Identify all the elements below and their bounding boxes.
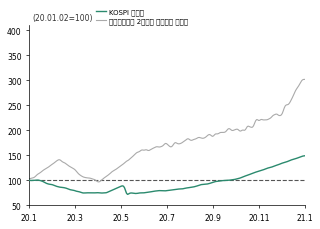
Legend: KOSPI 수익률, 하나금융투자 2차전지 유니버스 수익률: KOSPI 수익률, 하나금융투자 2차전지 유니버스 수익률 bbox=[93, 7, 191, 27]
Text: (20.01.02=100): (20.01.02=100) bbox=[32, 14, 92, 23]
